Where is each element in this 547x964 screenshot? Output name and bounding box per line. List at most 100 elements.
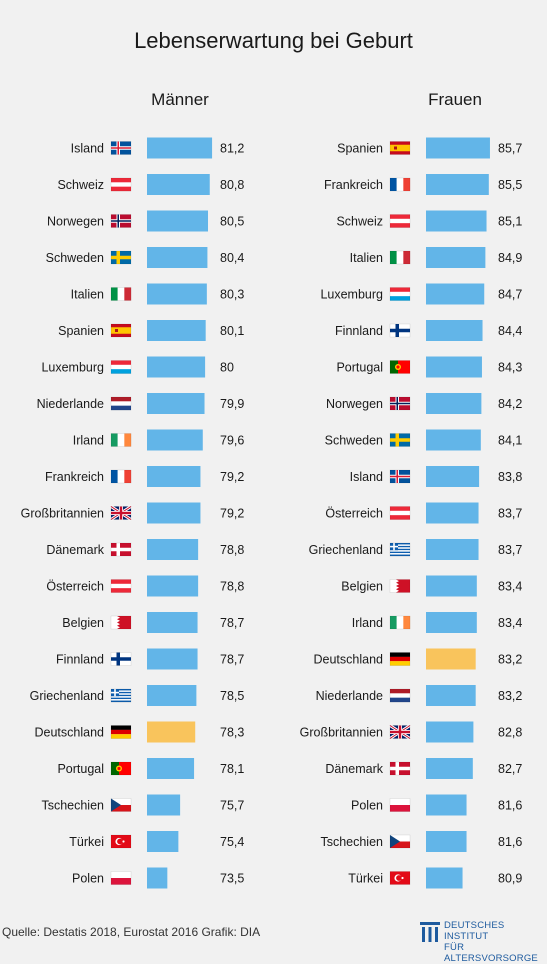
men-country-label: Luxemburg: [41, 361, 104, 375]
dk-flag-icon: [389, 761, 411, 776]
women-bar: [426, 247, 486, 268]
men-value-label: 80,4: [220, 251, 244, 265]
women-bar: [426, 648, 476, 670]
women-value-label: 83,7: [498, 543, 522, 557]
men-bar: [147, 283, 207, 305]
men-value-label: 75,4: [220, 835, 244, 849]
pt-flag-icon: [110, 761, 132, 776]
women-value-label: 83,2: [498, 653, 522, 667]
men-bar: [147, 210, 209, 232]
men-country-label: Italien: [71, 288, 104, 302]
no-flag-icon: [389, 396, 411, 411]
it-flag-icon: [389, 250, 411, 265]
men-value-label: 80,8: [220, 178, 244, 192]
men-country-label: Norwegen: [47, 215, 104, 229]
men-bar: [147, 831, 179, 852]
gr-flag-icon: [389, 542, 411, 557]
women-bar: [426, 539, 479, 560]
women-value-label: 82,8: [498, 726, 522, 740]
lu-flag-icon: [389, 287, 411, 301]
tr-flag-icon: [389, 871, 411, 885]
dk-flag-icon: [110, 542, 132, 557]
women-value-label: 84,2: [498, 397, 522, 411]
ie-flag-icon: [110, 433, 132, 447]
women-value-label: 83,8: [498, 470, 522, 484]
men-bar: [147, 429, 203, 451]
gb-flag-icon: [389, 724, 411, 740]
men-value-label: 79,2: [220, 470, 244, 484]
men-bar: [147, 758, 195, 779]
women-bar: [426, 758, 473, 779]
gr-flag-icon: [110, 688, 132, 703]
men-bar: [147, 721, 196, 743]
women-country-label: Irland: [352, 616, 383, 630]
dia-logo-text: DEUTSCHES INSTITUT FÜR ALTERSVORSORGE: [444, 920, 547, 964]
fr-flag-icon: [110, 469, 132, 484]
dia-logo-icon: [420, 922, 440, 942]
women-country-label: Finnland: [335, 324, 383, 338]
men-value-label: 78,8: [220, 543, 244, 557]
nl-flag-icon: [389, 688, 411, 703]
men-bar: [147, 466, 201, 487]
men-country-label: Portugal: [57, 762, 104, 776]
men-value-label: 78,5: [220, 689, 244, 703]
men-value-label: 78,3: [220, 726, 244, 740]
men-value-label: 73,5: [220, 872, 244, 886]
women-country-label: Frankreich: [324, 178, 383, 192]
women-value-label: 85,7: [498, 142, 522, 156]
women-bar: [426, 685, 476, 706]
women-country-label: Norwegen: [326, 397, 383, 411]
women-bar: [426, 137, 490, 159]
chart-title: Lebenserwartung bei Geburt: [134, 28, 413, 53]
women-bar: [426, 210, 487, 232]
ch-flag-icon: [389, 214, 411, 228]
at-flag-icon: [389, 506, 411, 520]
women-country-label: Italien: [350, 251, 383, 265]
men-value-label: 80,3: [220, 288, 244, 302]
men-bar: [147, 502, 201, 524]
women-bar: [426, 867, 463, 889]
men-value-label: 80,5: [220, 215, 244, 229]
women-value-label: 84,9: [498, 251, 522, 265]
men-country-label: Frankreich: [45, 470, 104, 484]
ie-flag-icon: [389, 615, 411, 630]
cz-flag-icon: [389, 834, 411, 849]
women-value-label: 83,7: [498, 507, 522, 521]
men-bar: [147, 685, 197, 706]
men-country-label: Spanien: [58, 324, 104, 338]
women-country-label: Portugal: [336, 361, 383, 375]
se-flag-icon: [110, 250, 132, 265]
men-bar: [147, 867, 168, 889]
men-value-label: 75,7: [220, 799, 244, 813]
women-country-label: Großbritannien: [300, 726, 383, 740]
women-value-label: 81,6: [498, 835, 522, 849]
men-country-label: Deutschland: [35, 726, 105, 740]
women-bar: [426, 612, 477, 633]
de-flag-icon: [389, 652, 411, 666]
men-bar: [147, 794, 181, 816]
gb-flag-icon: [110, 505, 132, 521]
women-bar: [426, 831, 467, 852]
pt-flag-icon: [389, 360, 411, 374]
tr-flag-icon: [110, 834, 132, 849]
women-country-label: Dänemark: [325, 762, 383, 776]
women-value-label: 84,1: [498, 434, 522, 448]
men-country-label: Dänemark: [46, 543, 104, 557]
women-bar: [426, 721, 474, 743]
es-flag-icon: [110, 323, 132, 338]
de-flag-icon: [110, 725, 132, 739]
men-bar: [147, 612, 198, 633]
logo-line-2: FÜR ALTERSVORSORGE: [444, 942, 538, 964]
cz-flag-icon: [110, 798, 132, 812]
women-bar: [426, 283, 485, 305]
men-country-label: Großbritannien: [21, 507, 104, 521]
women-bar: [426, 429, 481, 451]
dia-logo: DEUTSCHES INSTITUT FÜR ALTERSVORSORGE: [420, 915, 547, 964]
men-country-label: Schweden: [46, 251, 104, 265]
fi-flag-icon: [389, 323, 411, 338]
men-value-label: 78,7: [220, 653, 244, 667]
women-country-label: Island: [350, 470, 383, 484]
men-country-label: Griechenland: [30, 689, 104, 703]
logo-line-1: DEUTSCHES INSTITUT: [444, 920, 505, 942]
women-bar: [426, 575, 477, 597]
